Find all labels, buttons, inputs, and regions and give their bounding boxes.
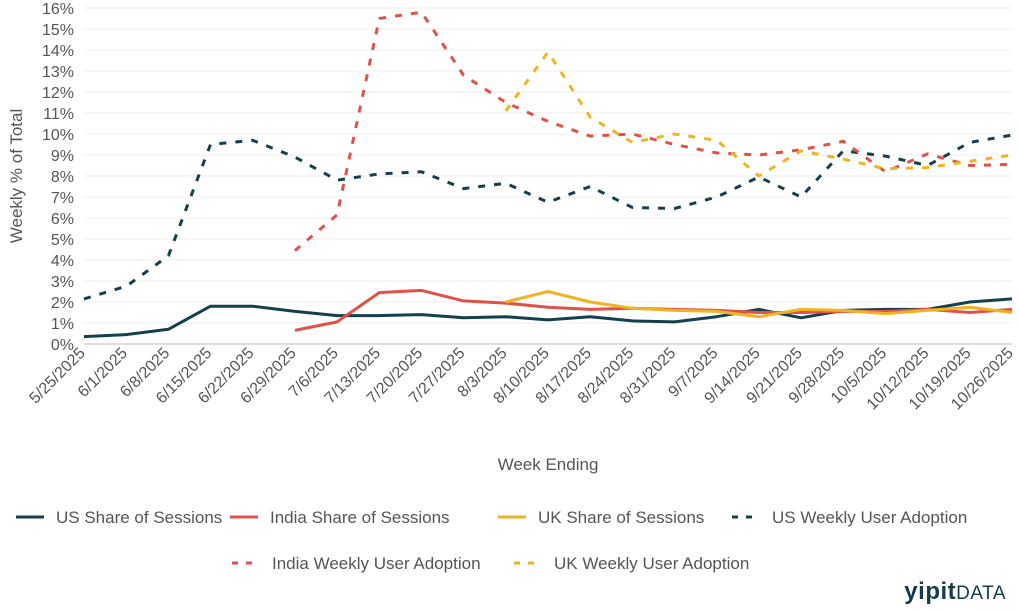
y-tick-label: 13% (42, 64, 74, 81)
legend: US Share of Sessions India Share of Sessi… (16, 508, 967, 573)
y-tick-label: 15% (42, 22, 74, 39)
legend-label: US Weekly User Adoption (772, 508, 967, 527)
y-tick-label: 14% (42, 43, 74, 60)
y-axis-ticks: 0% 1% 2% 3% 4% 5% 6% 7% 8% 9% 10% 11% 12% 13% 14% 15% 16… (42, 1, 74, 354)
y-tick-label: 1% (51, 316, 74, 333)
x-axis-title: Week Ending (498, 455, 599, 474)
series-line-india-weekly-user-adoption (293, 10, 1013, 252)
y-tick-label: 4% (51, 253, 74, 270)
legend-label: UK Weekly User Adoption (554, 554, 749, 573)
y-tick-label: 3% (51, 274, 74, 291)
y-tick-label: 8% (51, 169, 74, 186)
brand-name-part1: yipit (904, 578, 957, 605)
y-tick-label: 2% (51, 295, 74, 312)
legend-label: UK Share of Sessions (538, 508, 704, 527)
y-tick-label: 10% (42, 127, 74, 144)
y-tick-label: 6% (51, 211, 74, 228)
gridlines (84, 7, 1012, 345)
y-tick-label: 12% (42, 85, 74, 102)
legend-label: India Weekly User Adoption (272, 554, 481, 573)
y-axis-title: Weekly % of Total (7, 109, 26, 244)
y-tick-label: 0% (51, 337, 74, 354)
y-tick-label: 7% (51, 190, 74, 207)
x-tick-label: 5/25/2025 (26, 345, 88, 407)
brand-name-part2: DATA (956, 583, 1006, 604)
y-tick-label: 16% (42, 1, 74, 18)
series-line-uk-weekly-user-adoption (504, 50, 1013, 178)
series-line-us-share-of-sessions (83, 297, 1013, 339)
legend-label: US Share of Sessions (56, 508, 222, 527)
series-line-uk-share-of-sessions (505, 290, 1013, 319)
legend-label: India Share of Sessions (270, 508, 450, 527)
series-lines (83, 10, 1013, 339)
brand-logo: yipitDATA (904, 578, 1006, 606)
y-tick-label: 9% (51, 148, 74, 165)
y-tick-label: 5% (51, 232, 74, 249)
series-line-us-weekly-user-adoption (83, 133, 1013, 301)
y-tick-label: 11% (43, 106, 74, 123)
x-axis-ticks: 5/25/20256/1/20256/8/20256/15/20256/22/2… (26, 345, 1016, 414)
